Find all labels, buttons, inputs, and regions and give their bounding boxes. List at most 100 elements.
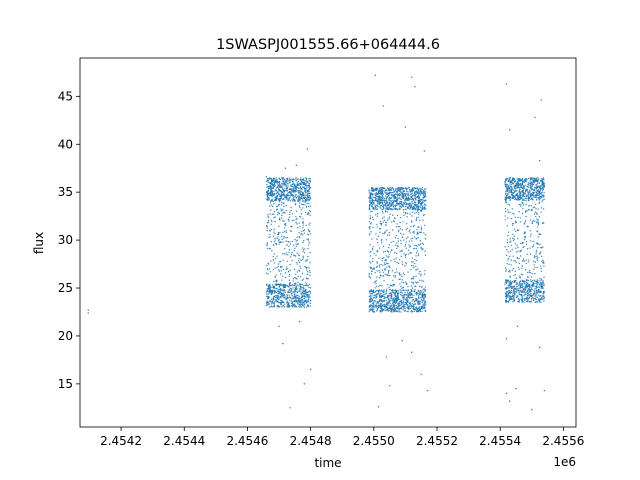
data-point [289, 256, 292, 258]
data-point [423, 208, 425, 211]
data-point [418, 302, 420, 305]
data-point [517, 246, 519, 249]
data-point [376, 208, 378, 210]
x-tick-label: 2.4554 [479, 434, 521, 448]
data-point [292, 200, 294, 202]
data-point [526, 296, 528, 298]
data-point [290, 209, 292, 212]
data-point [522, 181, 525, 183]
data-point [539, 243, 541, 246]
data-point [508, 204, 511, 206]
data-point [516, 325, 519, 328]
data-point [383, 198, 385, 200]
data-point [286, 178, 289, 180]
data-point [420, 229, 423, 231]
data-point [297, 299, 299, 302]
data-point [528, 271, 530, 273]
data-point [371, 190, 374, 192]
data-point [530, 209, 533, 212]
data-point [542, 199, 544, 201]
data-point [400, 290, 402, 292]
data-point [519, 178, 522, 181]
data-point [424, 191, 427, 193]
data-point [514, 216, 517, 219]
data-point [368, 234, 371, 236]
data-point [282, 290, 285, 292]
data-point [400, 311, 402, 313]
data-point [274, 216, 276, 218]
data-point [287, 290, 289, 293]
data-point [540, 99, 542, 101]
data-point [504, 199, 507, 201]
data-point [423, 224, 426, 227]
data-point [381, 208, 383, 211]
data-point [376, 250, 378, 253]
data-point [414, 198, 417, 200]
data-point [398, 274, 401, 276]
data-point [422, 200, 424, 202]
data-point [298, 195, 300, 197]
data-point [519, 217, 521, 219]
data-point [533, 213, 536, 215]
data-point [515, 199, 518, 201]
x-axis: 2.4542 2.4544 2.4546 2.4548 2.4550 2.4552 2.45… [100, 427, 584, 448]
data-point [304, 183, 307, 186]
data-point [274, 232, 276, 235]
data-point [523, 235, 526, 238]
data-point [521, 191, 523, 194]
data-point [538, 253, 541, 255]
data-point [379, 197, 381, 200]
data-point [512, 195, 515, 197]
data-point [531, 246, 534, 248]
data-point [420, 299, 423, 301]
data-point [396, 201, 398, 203]
data-point [271, 200, 273, 202]
data-point [542, 188, 544, 190]
data-point [280, 294, 283, 296]
data-point [401, 261, 403, 263]
data-point [383, 293, 385, 296]
data-point [304, 201, 306, 203]
data-point [536, 287, 538, 289]
data-point [375, 303, 377, 305]
data-point [384, 273, 386, 276]
data-point [299, 202, 301, 204]
data-point [413, 267, 415, 269]
data-point [403, 253, 405, 255]
data-point [420, 273, 422, 276]
data-point [294, 285, 296, 287]
data-point [411, 306, 413, 308]
data-point [508, 185, 510, 188]
data-point [407, 191, 409, 193]
data-point [538, 196, 541, 198]
data-point [282, 253, 284, 255]
data-point [404, 307, 406, 310]
data-point [414, 303, 416, 305]
data-point [398, 189, 400, 192]
data-point [537, 242, 539, 244]
data-point [413, 193, 416, 195]
data-point [265, 295, 268, 298]
data-point [540, 287, 542, 289]
data-point [282, 294, 284, 297]
data-point [284, 303, 286, 305]
data-point [386, 196, 388, 199]
data-point [504, 196, 507, 199]
data-point [278, 325, 280, 328]
data-point [513, 299, 516, 302]
data-point [309, 196, 312, 198]
data-point [383, 191, 386, 193]
data-point [535, 296, 537, 298]
data-point [537, 179, 539, 182]
data-point [277, 192, 279, 195]
data-point [537, 301, 539, 303]
data-point [398, 192, 401, 195]
data-point [304, 260, 307, 262]
data-point [523, 187, 525, 190]
data-point [423, 273, 426, 275]
data-point [396, 261, 398, 264]
data-point [282, 231, 284, 234]
data-point [307, 182, 309, 184]
data-point [424, 199, 427, 201]
